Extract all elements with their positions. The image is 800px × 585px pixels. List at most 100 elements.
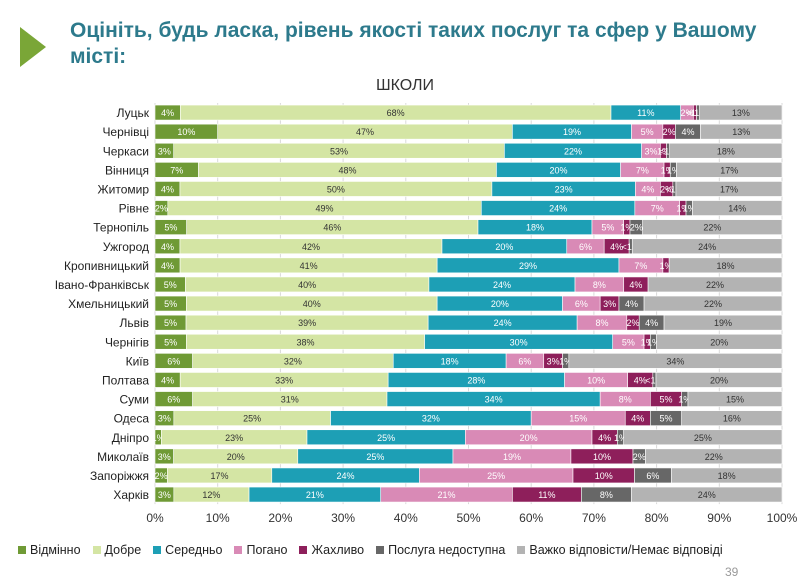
data-label: 38% [296, 337, 314, 347]
category-label: Вінниця [105, 163, 149, 177]
category-label: Чернівці [102, 125, 149, 139]
data-label: 23% [555, 184, 573, 194]
data-label: 1% [657, 146, 670, 156]
data-label: 53% [330, 146, 348, 156]
page-number: 39 [725, 565, 739, 579]
legend-item: Погано [234, 543, 287, 557]
chart-legend: Відмінно Добре Середньо Погано Жахливо Послуг… [18, 543, 723, 557]
bar-segment [692, 200, 783, 216]
category-label: Тернопіль [93, 221, 149, 235]
data-label: 3% [158, 452, 171, 462]
data-label: 1% [676, 204, 689, 214]
data-label: <1% [689, 108, 707, 118]
data-label: 1% [661, 165, 674, 175]
data-label: 20% [495, 242, 513, 252]
data-label: 21% [438, 490, 456, 500]
data-label: 24% [698, 490, 716, 500]
bar-segment [568, 353, 783, 369]
data-label: 34% [666, 356, 684, 366]
data-label: 5% [659, 414, 672, 424]
data-label: 13% [732, 127, 750, 137]
data-label: 1% [641, 337, 654, 347]
data-label: <1% [665, 184, 683, 194]
data-label: 22% [564, 146, 582, 156]
data-label: 2% [155, 471, 168, 481]
data-label: 8% [595, 318, 608, 328]
data-label: 4% [629, 280, 642, 290]
data-label: 4% [631, 414, 644, 424]
data-label: 5% [622, 337, 635, 347]
data-label: 22% [704, 299, 722, 309]
bar-segment [699, 104, 783, 121]
data-label: 10% [177, 127, 195, 137]
slide-title: Оцініть, будь ласка, рівень якості таких… [70, 19, 757, 68]
bar-segment [631, 238, 783, 255]
x-tick-label: 50% [456, 511, 480, 525]
data-label: 2% [633, 452, 646, 462]
data-label: 1% [559, 356, 572, 366]
data-label: 11% [538, 490, 555, 500]
bar-segment [669, 142, 783, 159]
bar-segment [642, 219, 783, 235]
data-label: 20% [520, 433, 538, 443]
x-tick-label: 40% [394, 511, 418, 525]
data-label: 19% [503, 452, 521, 462]
data-label: 40% [303, 299, 321, 309]
category-label: Чернігів [105, 335, 149, 349]
data-label: 4% [625, 299, 638, 309]
data-label: 4% [641, 184, 654, 194]
data-label: 6% [167, 356, 180, 366]
legend-item: Середньо [153, 543, 222, 557]
legend-label: Середньо [165, 543, 223, 557]
data-label: 15% [726, 395, 744, 405]
category-label: Черкаси [103, 144, 149, 158]
data-label: 20% [227, 452, 245, 462]
bar-segment [643, 295, 783, 312]
data-label: 25% [487, 471, 505, 481]
data-label: 5% [601, 223, 614, 233]
data-label: 5% [164, 280, 177, 290]
data-label: 1% [678, 395, 691, 405]
data-label: 10% [593, 452, 611, 462]
data-label: <1% [645, 375, 663, 385]
data-label: 22% [703, 223, 721, 233]
data-label: 11% [637, 108, 654, 118]
data-label: 18% [717, 261, 735, 271]
x-tick-label: 100% [767, 511, 798, 525]
category-label: Полтава [102, 373, 149, 387]
data-label: 42% [302, 242, 320, 252]
data-label: 2% [680, 108, 693, 118]
data-label: 40% [298, 280, 316, 290]
data-label: 20% [491, 299, 509, 309]
data-label: 4% [161, 184, 174, 194]
data-label: 34% [485, 395, 503, 405]
category-label: Львів [119, 316, 149, 330]
data-label: 10% [587, 375, 605, 385]
legend-swatch [153, 546, 162, 554]
x-tick-label: 60% [519, 511, 543, 525]
category-label: Суми [120, 393, 149, 407]
data-label: 4% [645, 318, 658, 328]
data-label: <1% [686, 108, 704, 118]
bar-segment [655, 372, 783, 388]
data-label: 4% [161, 242, 174, 252]
data-label: 20% [710, 375, 728, 385]
data-label: <1% [622, 242, 640, 252]
data-label: 10% [595, 471, 613, 481]
legend-swatch [299, 546, 308, 554]
data-label: 46% [323, 223, 341, 233]
data-label: 18% [718, 471, 736, 481]
x-tick-label: 20% [268, 511, 292, 525]
data-label: 20% [550, 165, 568, 175]
data-label: 7% [636, 165, 649, 175]
data-label: 2% [630, 223, 643, 233]
category-label: Ужгород [103, 240, 149, 254]
data-label: 8% [600, 490, 613, 500]
data-label: 24% [549, 204, 567, 214]
legend-label: Погано [246, 543, 288, 557]
data-label: 21% [306, 490, 324, 500]
data-label: 3% [158, 414, 171, 424]
bar-segment [668, 257, 783, 274]
data-label: 18% [441, 356, 459, 366]
data-label: 41% [300, 261, 318, 271]
